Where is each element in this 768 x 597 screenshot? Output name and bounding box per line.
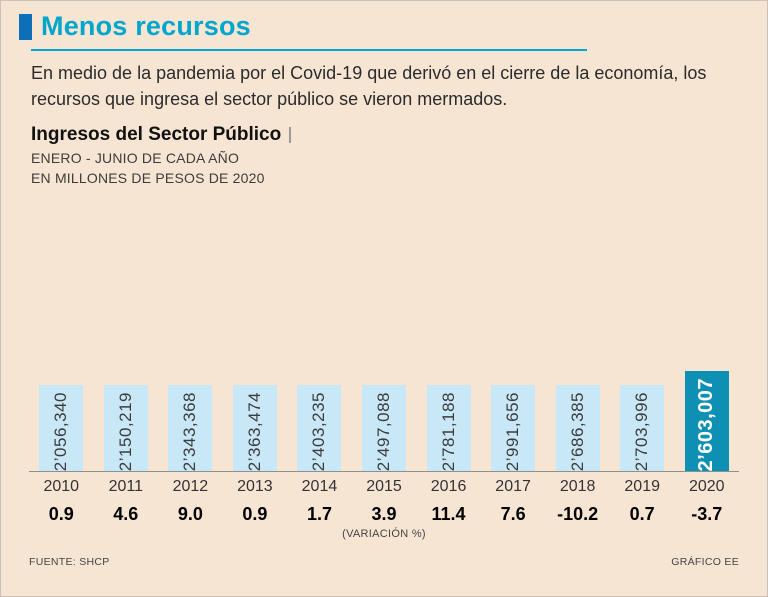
year-label: 2011 — [108, 478, 144, 496]
year-label: 2010 — [43, 478, 80, 496]
bar: 2’781,188 — [426, 384, 471, 472]
bar-column: 2’497,088 — [352, 384, 417, 472]
bar-value-label: 2’686,385 — [567, 391, 587, 472]
bar-column: 2’991,656 — [481, 384, 546, 472]
chart-title-divider — [289, 127, 292, 144]
variation-value: 0.9 — [242, 504, 268, 525]
variation-value: 9.0 — [177, 504, 203, 525]
variation-value: 1.7 — [306, 504, 332, 525]
bar-column: 2’056,340 — [29, 384, 94, 472]
bar-column: 2’403,235 — [287, 384, 352, 472]
bar-highlighted: 2’603,007 — [684, 370, 729, 472]
bar-value-label: 2’056,340 — [51, 391, 71, 472]
bar: 2’703,996 — [620, 384, 665, 472]
variation-value: 0.9 — [48, 504, 74, 525]
intro-text: En medio de la pandemia por el Covid-19 … — [31, 63, 707, 109]
bar-value-label: 2’343,368 — [180, 391, 200, 472]
variation-value: -3.7 — [691, 504, 723, 525]
bar-value-label: 2’603,007 — [695, 377, 718, 472]
bar-column: 2’603,007 — [674, 370, 739, 472]
bar-value-label: 2’991,656 — [503, 391, 523, 472]
year-label: 2012 — [172, 478, 209, 496]
bar-value-label: 2’363,474 — [244, 391, 264, 472]
year-label: 2013 — [237, 478, 273, 496]
year-label: 2014 — [301, 478, 338, 496]
bar: 2’150,219 — [103, 384, 148, 472]
header: Menos recursos — [19, 11, 767, 42]
source-label: FUENTE: SHCP — [29, 556, 110, 569]
bar: 2’686,385 — [555, 384, 600, 472]
year-label: 2017 — [495, 478, 531, 496]
bar: 2’497,088 — [362, 384, 406, 472]
bar-column: 2’686,385 — [545, 384, 610, 472]
year-label: 2015 — [366, 478, 402, 496]
bar-column: 2’150,219 — [94, 384, 159, 472]
year-label: 2019 — [624, 478, 660, 496]
footer: FUENTE: SHCP GRÁFICO EE — [29, 556, 739, 568]
bar: 2’343,368 — [168, 384, 213, 472]
bar: 2’056,340 — [39, 384, 84, 472]
year-label: 2020 — [688, 478, 725, 496]
bar-value-label: 2’703,996 — [632, 391, 652, 472]
chart-title: Ingresos del Sector Público — [31, 124, 282, 146]
bar-column: 2’781,188 — [416, 384, 481, 472]
bar: 2’403,235 — [297, 384, 342, 472]
bar: 2’991,656 — [491, 384, 536, 472]
variation-caption: (VARIACIÓN %) — [342, 528, 426, 541]
credit-label: GRÁFICO EE — [671, 556, 739, 569]
year-label: 2018 — [559, 478, 596, 496]
years-row: 2010 2011 2012 2013 2014 2015 2016 2017 2018 2019… — [29, 472, 739, 496]
chart-subtitle-period: ENERO - JUNIO DE CADA AÑO — [31, 150, 240, 167]
year-label: 2016 — [430, 478, 467, 496]
title-rule — [31, 49, 587, 51]
chart: Ingresos del Sector Público ENERO - JUNI… — [29, 116, 739, 540]
page-title: Menos recursos — [41, 11, 251, 41]
variations-row: 0.9 4.6 9.0 0.9 1.7 3.9 11.4 7.6 -10.2 0.7 -3.7 — [29, 496, 739, 525]
bar: 2’363,474 — [232, 384, 277, 472]
bar-column: 2’363,474 — [223, 384, 288, 472]
bar-value-label: 2’781,188 — [438, 391, 458, 472]
bars-row: 2’056,340 2’150,219 2’343,368 2’363,474 2’40… — [29, 116, 739, 473]
variation-value: -10.2 — [557, 504, 599, 525]
bar-column: 2’343,368 — [158, 384, 223, 472]
variation-value: 3.9 — [371, 504, 397, 525]
bar-value-label: 2’403,235 — [309, 391, 329, 472]
variation-value: 0.7 — [629, 504, 655, 525]
bar-column: 2’703,996 — [610, 384, 675, 472]
chart-subtitle-units: EN MILLONES DE PESOS DE 2020 — [31, 170, 265, 187]
variation-value: 7.6 — [500, 504, 526, 525]
bar-value-label: 2’497,088 — [374, 391, 393, 472]
title-marker — [19, 13, 32, 40]
variation-value: 11.4 — [431, 504, 466, 525]
variation-value: 4.6 — [113, 504, 139, 525]
chart-header: Ingresos del Sector Público ENERO - JUNI… — [31, 124, 292, 187]
bar-value-label: 2’150,219 — [115, 391, 135, 472]
